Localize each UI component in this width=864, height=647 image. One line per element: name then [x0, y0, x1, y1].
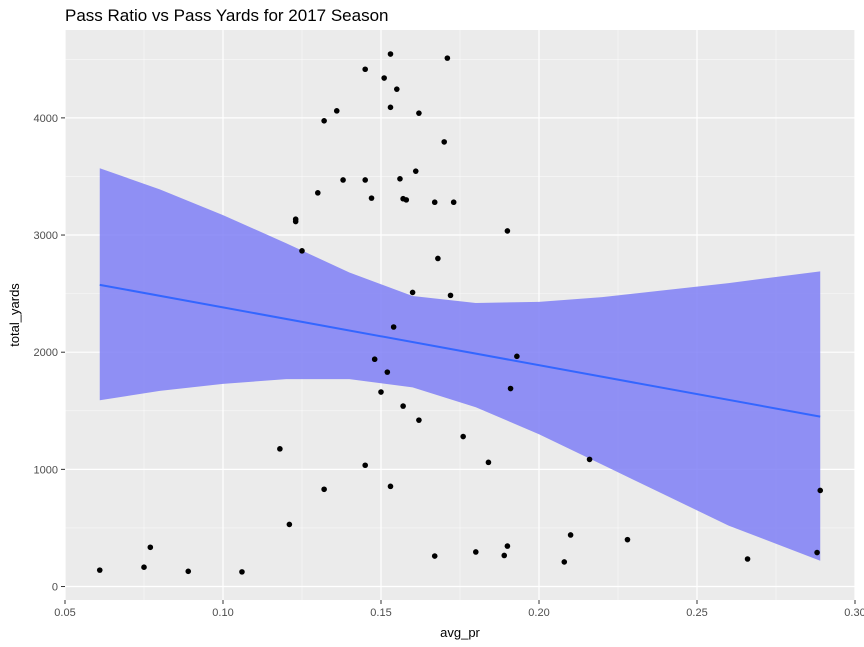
data-point — [390, 324, 397, 330]
data-point — [400, 403, 406, 409]
data-point — [378, 389, 384, 395]
data-point — [447, 292, 454, 299]
data-point — [185, 568, 192, 575]
y-axis: 0 1000 2000 3000 4000 — [34, 113, 65, 594]
data-point — [507, 385, 514, 392]
data-point — [141, 564, 147, 570]
x-tick-label: 0.10 — [212, 607, 233, 619]
data-point — [387, 104, 394, 111]
data-point — [431, 199, 438, 206]
data-point — [586, 456, 593, 463]
trend-line — [99, 283, 821, 418]
data-point — [362, 462, 369, 469]
x-axis-title: avg_pr — [440, 625, 480, 640]
confidence-band — [99, 168, 821, 561]
chart-title: Pass Ratio vs Pass Yards for 2017 Season — [65, 6, 389, 25]
data-point — [416, 417, 422, 423]
data-point — [299, 248, 305, 254]
data-point — [817, 487, 824, 494]
data-point — [485, 459, 492, 466]
data-point — [333, 108, 340, 114]
y-tick-label: 1000 — [34, 464, 58, 476]
data-point — [561, 559, 568, 565]
x-axis: 0.05 0.10 0.15 0.20 0.25 0.30 — [54, 600, 864, 619]
data-point — [501, 552, 508, 559]
y-tick-label: 4000 — [34, 113, 58, 125]
data-point — [744, 556, 751, 562]
data-point — [96, 567, 103, 573]
data-point — [277, 446, 283, 452]
data-point — [387, 483, 394, 490]
y-axis-title: total_yards — [7, 283, 22, 347]
data-point — [239, 569, 245, 575]
data-point — [460, 433, 466, 440]
data-point — [147, 544, 154, 551]
data-point — [371, 356, 378, 363]
data-point — [814, 549, 820, 556]
data-point — [504, 228, 511, 234]
x-tick-label: 0.05 — [54, 607, 75, 619]
data-point — [321, 118, 327, 124]
data-point — [321, 486, 327, 493]
data-point — [292, 218, 299, 225]
data-point — [384, 369, 391, 375]
data-point — [397, 175, 403, 182]
data-point — [624, 536, 631, 543]
x-tick-label: 0.20 — [528, 607, 549, 619]
data-point — [387, 51, 394, 57]
data-point — [409, 289, 416, 296]
data-point — [368, 195, 375, 201]
x-tick-label: 0.25 — [686, 607, 707, 619]
x-tick-label: 0.15 — [370, 607, 391, 619]
data-point — [340, 177, 346, 183]
data-points — [96, 51, 824, 575]
data-point — [435, 255, 441, 262]
data-point — [412, 168, 419, 174]
trend-line-layer — [99, 283, 821, 418]
data-point — [286, 521, 293, 528]
data-point — [394, 86, 400, 92]
data-point — [315, 190, 321, 196]
data-point — [403, 197, 410, 203]
y-tick-label: 0 — [52, 582, 58, 594]
confidence-band-layer — [99, 168, 821, 561]
data-point — [381, 75, 387, 81]
data-point — [504, 543, 511, 549]
data-point — [444, 55, 451, 61]
y-tick-label: 3000 — [34, 230, 58, 242]
data-point — [441, 139, 448, 145]
data-point — [514, 353, 520, 360]
data-point — [362, 177, 369, 183]
y-tick-label: 2000 — [34, 347, 58, 359]
data-point — [416, 110, 422, 116]
data-point — [362, 66, 369, 73]
data-point — [431, 553, 438, 559]
data-point — [567, 532, 574, 538]
data-point — [473, 549, 479, 555]
data-point — [450, 199, 457, 206]
x-tick-label: 0.30 — [844, 607, 864, 619]
